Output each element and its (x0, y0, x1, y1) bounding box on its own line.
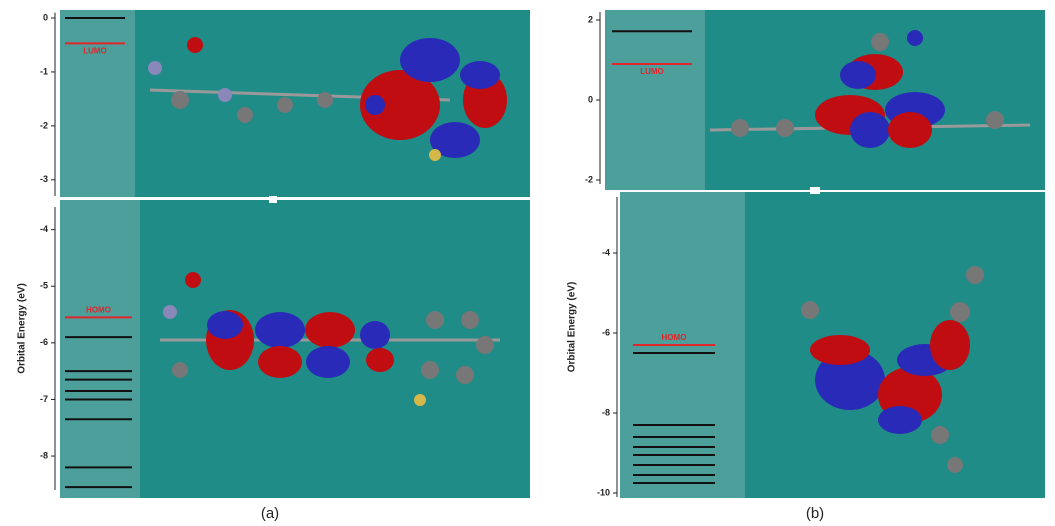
y-tick-label: -4 (40, 224, 48, 234)
frontier-label: LUMO (83, 46, 107, 55)
y-tick-label: -5 (40, 281, 48, 291)
separator-mark (269, 196, 277, 203)
y-tick-label: -8 (602, 407, 610, 417)
figure: 0 -1 -2 -3 LUMO -4 -5 -6 -7 -8 HOMO Orbital Energy … (0, 0, 1055, 526)
y-tick-label: -6 (602, 327, 610, 337)
y-tick-label: 0 (588, 94, 593, 104)
level-strip (60, 200, 140, 498)
y-tick-label: -2 (40, 120, 48, 130)
y-tick-label: -6 (40, 337, 48, 347)
level-strip (60, 10, 135, 197)
y-tick-label: -7 (40, 394, 48, 404)
frontier-label: HOMO (662, 333, 687, 342)
y-axis-label: Orbital Energy (eV) (17, 283, 28, 374)
y-tick-label: 0 (43, 12, 48, 22)
frontier-label: LUMO (640, 67, 664, 76)
y-axis-label: Orbital Energy (eV) (567, 282, 578, 373)
y-tick-label: -10 (597, 487, 610, 497)
y-tick-label: -4 (602, 247, 610, 257)
y-tick-label: -2 (585, 174, 593, 184)
frontier-label: HOMO (86, 305, 111, 314)
y-tick-label: -1 (40, 66, 48, 76)
y-tick-label: -8 (40, 450, 48, 460)
separator-mark (810, 187, 820, 194)
y-tick-label: -3 (40, 174, 48, 184)
y-tick-label: 2 (588, 14, 593, 24)
caption: (b) (806, 505, 824, 522)
caption: (a) (261, 505, 279, 522)
level-strip (605, 10, 705, 190)
